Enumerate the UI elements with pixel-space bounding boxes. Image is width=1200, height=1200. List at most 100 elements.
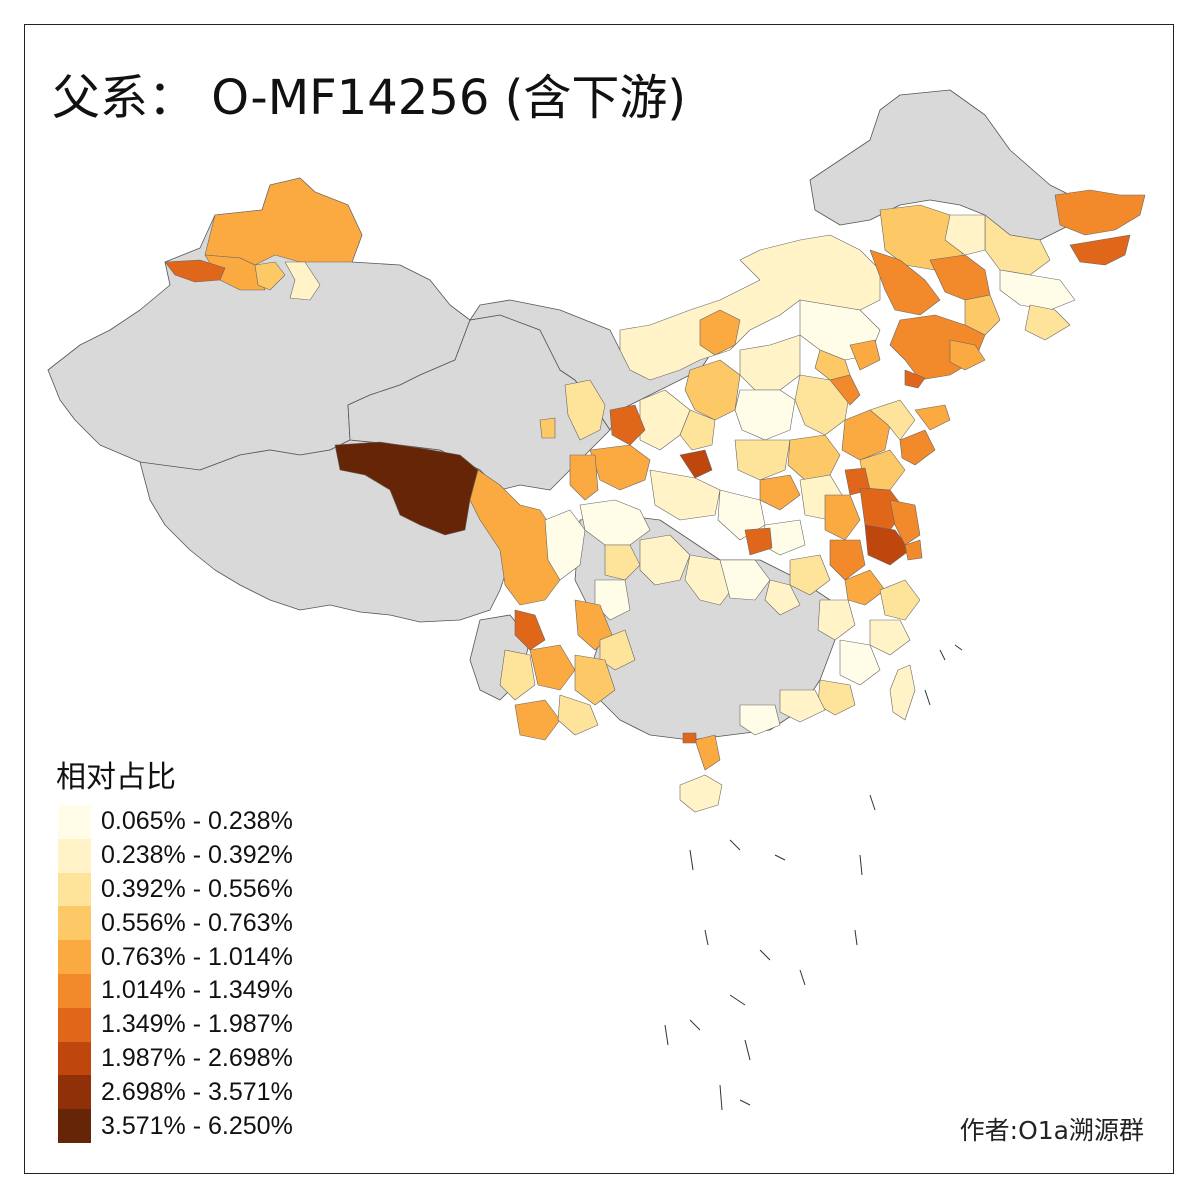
region-inner-mongolia-central [619,234,881,381]
legend-item: 0.065% - 0.238% [58,805,293,839]
legend-item: 2.698% - 3.571% [58,1075,293,1110]
region-qiqihar [944,214,986,256]
legend-label: 1.349% - 1.987% [101,1010,293,1039]
region-yunnan-west [499,649,536,701]
legend-title: 相对占比 [56,760,176,795]
region-guangdong-east [779,689,826,723]
legend-swatch [58,1109,91,1143]
legend-item: 0.763% - 1.014% [58,940,293,974]
region-dandong [949,339,986,371]
region-wuhan [789,554,831,596]
legend: 0.065% - 0.238% 0.238% - 0.392% 0.392% - 0… [58,805,293,1143]
legend-swatch [58,872,91,907]
region-anhui-north [824,494,861,541]
region-gansu-east [639,389,691,451]
region-sichuan-east [639,534,691,586]
region-yancheng [889,499,921,546]
legend-label: 2.698% - 3.571% [101,1077,293,1106]
legend-swatch [58,940,91,974]
region-jilin-north [999,269,1076,311]
region-ganzi [544,509,586,581]
region-changchun [964,294,1001,336]
legend-item: 1.014% - 1.349% [58,973,293,1008]
legend-item: 0.392% - 0.556% [58,872,293,907]
region-south-nodata [574,514,836,741]
legend-item: 0.556% - 0.763% [58,906,293,941]
map-title: 父系： O-MF14256 (含下游) [52,70,687,126]
region-hinggan [869,249,941,316]
region-diqing [514,609,546,651]
region-panzhihua [599,629,636,671]
legend-label: 1.014% - 1.349% [101,976,293,1005]
legend-item: 0.238% - 0.392% [58,838,293,873]
region-altay [204,177,363,266]
region-langfang [829,374,861,406]
legend-label: 0.556% - 0.763% [101,908,293,937]
region-shanghai [904,539,923,561]
south-china-sea-islands [664,644,963,1111]
region-tongliao [929,254,991,301]
region-guangzhou [739,704,781,736]
region-beihai [682,732,697,744]
legend-swatch [58,838,91,873]
region-baotou [699,309,741,356]
legend-swatch [58,805,91,839]
legend-label: 0.065% - 0.238% [101,807,293,836]
region-jiangxi-east [817,599,856,641]
region-xian [679,449,713,479]
region-xishuangbanna [514,699,561,741]
legend-label: 0.238% - 0.392% [101,841,293,870]
legend-label: 3.571% - 6.250% [101,1111,293,1140]
region-weihai [914,404,951,431]
region-yunnan-south2 [557,694,599,736]
region-changji [284,261,321,301]
region-hainan [679,774,723,813]
legend-label: 0.392% - 0.556% [101,874,293,903]
legend-label: 1.987% - 2.698% [101,1043,293,1072]
region-zhanjiang [694,734,721,771]
region-chamdo [469,469,561,606]
legend-swatch [58,906,91,941]
region-shanxi-south [734,439,791,481]
region-jiamusi [1054,189,1146,236]
region-ili [254,261,286,291]
region-chengdu [604,544,641,581]
legend-item: 1.987% - 2.698% [58,1041,293,1076]
region-jinan [869,399,916,441]
region-henan-orange [744,527,773,556]
legend-swatch [58,1075,91,1110]
region-hefei [829,539,866,581]
region-dalian [904,369,926,389]
region-sichuan-north [579,499,651,546]
legend-label: 0.763% - 1.014% [101,942,293,971]
region-harbin [984,214,1051,276]
region-anhui-south [844,569,886,606]
region-zhejiang-south [869,619,911,656]
legend-swatch [58,1041,91,1076]
region-shanxi-north [739,334,801,391]
region-dali [529,644,576,691]
region-yanbian [1024,304,1071,341]
region-shanxi-mid [734,389,796,441]
region-leshan [594,579,631,621]
region-bortala [164,259,226,283]
region-zhengzhou [759,474,801,511]
region-gannan [569,454,599,501]
region-zhejiang-north [879,579,921,621]
region-qingdao [899,429,936,466]
legend-swatch [58,1007,91,1042]
legend-item: 3.571% - 6.250% [58,1109,293,1143]
region-tangshan [849,339,881,371]
region-fujian-north [839,639,881,686]
region-haixi-spot [539,417,556,439]
region-tianshui [589,444,651,491]
legend-item: 1.349% - 1.987% [58,1007,293,1042]
region-mudanjiang [1069,234,1131,266]
region-taiwan [889,664,916,721]
region-hubei-east [764,579,801,616]
region-ningxia [609,404,646,446]
region-kunming [574,654,616,706]
region-henan-north [787,434,841,481]
region-nagqu [334,441,479,536]
